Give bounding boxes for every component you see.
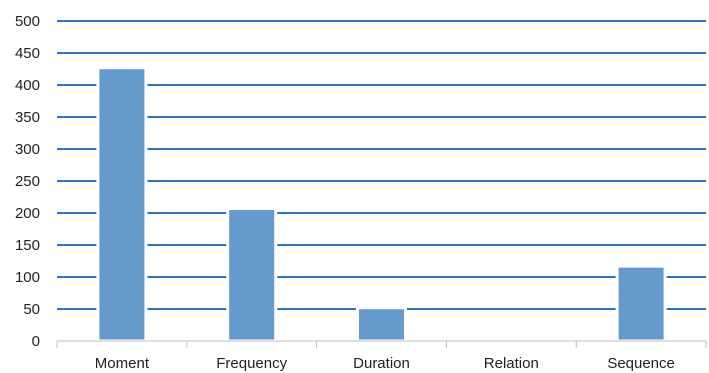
y-tick-label-450: 450 [15, 45, 40, 62]
bar-moment [96, 66, 148, 343]
y-tick-label-200: 200 [15, 205, 40, 222]
y-tick-label-100: 100 [15, 269, 40, 286]
y-tick-label-0: 0 [32, 333, 40, 350]
y-tick-label-50: 50 [23, 301, 40, 318]
y-tick-label-500: 500 [15, 13, 40, 30]
y-tick-label-300: 300 [15, 141, 40, 158]
x-tick-label-frequency: Frequency [216, 355, 287, 372]
x-tick-label-relation: Relation [484, 355, 539, 372]
gridlines [57, 20, 706, 310]
x-tick-label-sequence: Sequence [607, 355, 675, 372]
x-axis [56, 340, 707, 348]
y-tick-label-150: 150 [15, 237, 40, 254]
bar-sequence [615, 264, 667, 343]
bar-duration [356, 306, 407, 343]
x-axis-tick-labels: Moment Frequency Duration Relation Sequence [95, 355, 675, 372]
y-tick-label-350: 350 [15, 109, 40, 126]
y-axis-tick-labels: 0 50 100 150 200 250 300 350 400 450 500 [15, 13, 40, 350]
y-tick-label-400: 400 [15, 77, 40, 94]
y-tick-label-250: 250 [15, 173, 40, 190]
x-tick-label-duration: Duration [353, 355, 410, 372]
x-tick-label-moment: Moment [95, 355, 150, 372]
bars [96, 66, 667, 343]
bar-frequency [226, 207, 278, 343]
